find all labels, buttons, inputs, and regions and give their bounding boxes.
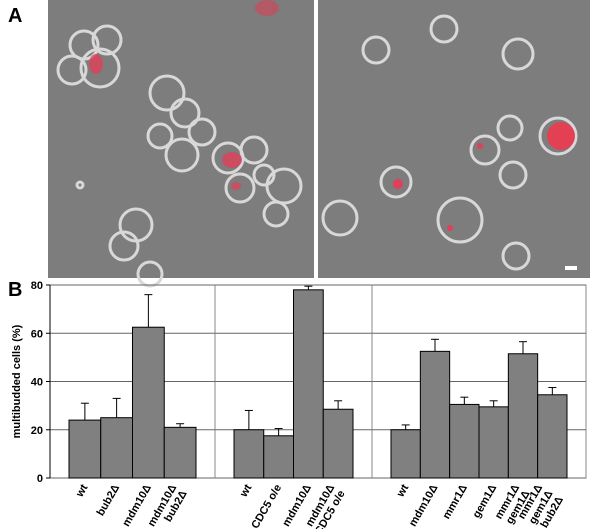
- bar: [449, 403, 480, 479]
- y-tick-label: 0: [37, 473, 43, 485]
- x-tick-label: wt: [73, 482, 90, 500]
- bar: [322, 408, 354, 479]
- x-tick-label: wt: [237, 482, 254, 500]
- y-tick-label: 80: [31, 280, 43, 292]
- x-tick-label: CDC5 o/e: [249, 483, 284, 529]
- micrograph-left: [48, 0, 314, 288]
- x-tick-label: mmr1Δ: [441, 482, 470, 521]
- bar: [132, 326, 165, 479]
- bar: [263, 435, 294, 479]
- bar: [419, 350, 451, 479]
- bar: [478, 406, 509, 479]
- bar: [163, 426, 197, 479]
- panel-label: A: [8, 5, 22, 27]
- bar: [507, 353, 539, 479]
- bar: [100, 417, 133, 479]
- bar: [537, 394, 568, 479]
- bar: [293, 289, 324, 479]
- bar: [390, 429, 421, 479]
- panel-label: B: [8, 279, 22, 301]
- y-tick-label: 20: [31, 425, 43, 437]
- y-tick-label: 40: [31, 377, 43, 389]
- x-tick-label: mdm10Δ: [407, 482, 441, 528]
- y-tick-label: 60: [31, 328, 43, 340]
- bar-chart: 0 20 40 60 80 multibudded cells (%) wt bub2Δ mdm…: [11, 280, 587, 529]
- bar: [68, 419, 102, 479]
- x-tick-label: wt: [394, 482, 411, 500]
- y-axis-label: multibudded cells (%): [11, 324, 23, 438]
- x-tick-label: bub2Δ: [95, 482, 123, 518]
- bar: [233, 429, 265, 479]
- micrograph-right: [318, 0, 590, 278]
